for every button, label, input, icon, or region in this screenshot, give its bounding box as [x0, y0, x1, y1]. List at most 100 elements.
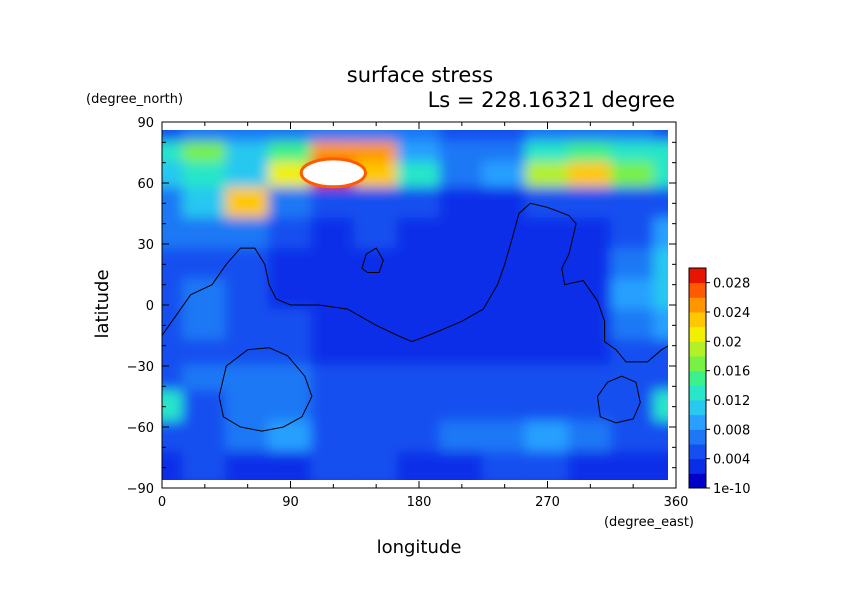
heatmap-cell — [610, 187, 656, 220]
colorbar-segment — [689, 414, 706, 430]
heatmap-cell — [439, 451, 485, 480]
y-tick-label: −60 — [127, 421, 154, 436]
heatmap-cell — [567, 390, 613, 423]
heatmap-cells — [162, 130, 668, 480]
heatmap-overflow — [299, 157, 367, 189]
colorbar-segment — [689, 356, 706, 372]
heatmap-cell — [162, 451, 185, 480]
heatmap-cell — [396, 248, 442, 281]
heatmap-cell — [439, 365, 485, 393]
topography-contours — [162, 202, 668, 432]
heatmap-cell — [653, 217, 668, 251]
heatmap-cell — [525, 248, 570, 281]
heatmap-cell — [353, 217, 399, 251]
y-tick-label: 0 — [146, 299, 154, 314]
topography-contour-line — [361, 247, 384, 273]
heatmap-cell — [439, 339, 485, 367]
y-axis-label: latitude — [92, 269, 113, 338]
heatmap-cell — [182, 278, 228, 312]
heatmap-cell — [567, 130, 613, 144]
heatmap-cell — [182, 130, 228, 144]
heatmap-cell — [482, 420, 528, 454]
heatmap-cell — [525, 420, 570, 454]
heatmap-cell — [225, 390, 271, 423]
heatmap-cell — [439, 141, 485, 164]
heatmap-cell — [610, 365, 656, 393]
heatmap-cell — [482, 217, 528, 251]
heatmap-cell — [396, 141, 442, 164]
colorbar: 1e-10 0.004 0.008 0.012 0.016 0.02 0.024 0.028 — [688, 267, 751, 497]
heatmap-cell — [439, 217, 485, 251]
heatmap-cell — [482, 278, 528, 312]
heatmap-cell — [567, 309, 613, 342]
heatmap-cell — [268, 309, 313, 342]
heatmap-cell — [268, 278, 313, 312]
colorbar-label: 0.012 — [713, 394, 750, 409]
heatmap-cell — [567, 248, 613, 281]
heatmap-cell — [225, 365, 271, 393]
heatmap-cell — [439, 390, 485, 423]
heatmap-cell — [653, 339, 668, 367]
heatmap-cell — [567, 451, 613, 480]
heatmap-cell — [396, 278, 442, 312]
heatmap-cell — [396, 130, 442, 144]
heatmap-cell — [610, 451, 656, 480]
heatmap-cell — [162, 248, 185, 281]
x-unit-label: (degree_east) — [604, 515, 694, 530]
heatmap-cell — [396, 420, 442, 454]
colorbar-segment — [689, 444, 706, 460]
heatmap-cell — [439, 130, 485, 144]
x-tick-label: 90 — [282, 495, 299, 510]
heatmap-cell — [225, 451, 271, 480]
heatmap-cell — [310, 248, 356, 281]
heatmap-cell — [610, 248, 656, 281]
heatmap-cell — [310, 339, 356, 367]
heatmap-cell — [162, 365, 185, 393]
colorbar-segment — [689, 326, 706, 342]
heatmap-cell — [396, 365, 442, 393]
heatmap-cell — [310, 217, 356, 251]
heatmap-cell — [396, 339, 442, 367]
heatmap-cell — [268, 141, 313, 164]
heatmap-cell — [525, 141, 570, 164]
heatmap-cell — [353, 130, 399, 144]
heatmap-overflow-cell — [299, 157, 367, 189]
heatmap-cell — [225, 187, 271, 220]
colorbar-segment — [689, 282, 706, 298]
heatmap-cell — [482, 451, 528, 480]
heatmap-cell — [439, 161, 485, 190]
heatmap-cell — [268, 130, 313, 144]
heatmap-cell — [610, 217, 656, 251]
heatmap-cell — [653, 141, 668, 164]
heatmap-cell — [482, 339, 528, 367]
heatmap-cell — [567, 161, 613, 190]
heatmap-cell — [182, 161, 228, 190]
colorbar-label: 0.024 — [713, 306, 750, 321]
heatmap-cell — [162, 161, 185, 190]
colorbar-label: 1e-10 — [713, 482, 751, 497]
heatmap-cell — [396, 161, 442, 190]
heatmap-cell — [310, 278, 356, 312]
heatmap-cell — [525, 130, 570, 144]
heatmap-cell — [353, 187, 399, 220]
heatmap-cell — [653, 420, 668, 454]
x-axis-ticks: 0 90 180 270 360 — [158, 122, 688, 510]
heatmap-cell — [396, 390, 442, 423]
y-tick-label: 60 — [137, 177, 154, 192]
heatmap-cell — [310, 187, 356, 220]
heatmap-cell — [653, 390, 668, 423]
x-axis-label: longitude — [377, 537, 462, 558]
chart-title: surface stress — [347, 63, 493, 87]
heatmap-cell — [310, 141, 356, 164]
colorbar-label: 0.028 — [713, 277, 750, 292]
heatmap-cell — [225, 161, 271, 190]
colorbar-segment — [689, 312, 706, 328]
heatmap-cell — [162, 278, 185, 312]
heatmap-cell — [610, 420, 656, 454]
heatmap-cell — [162, 390, 185, 423]
heatmap-cell — [182, 309, 228, 342]
heatmap-cell — [525, 278, 570, 312]
heatmap-cell — [225, 278, 271, 312]
heatmap-cell — [525, 390, 570, 423]
heatmap-cell — [162, 339, 185, 367]
